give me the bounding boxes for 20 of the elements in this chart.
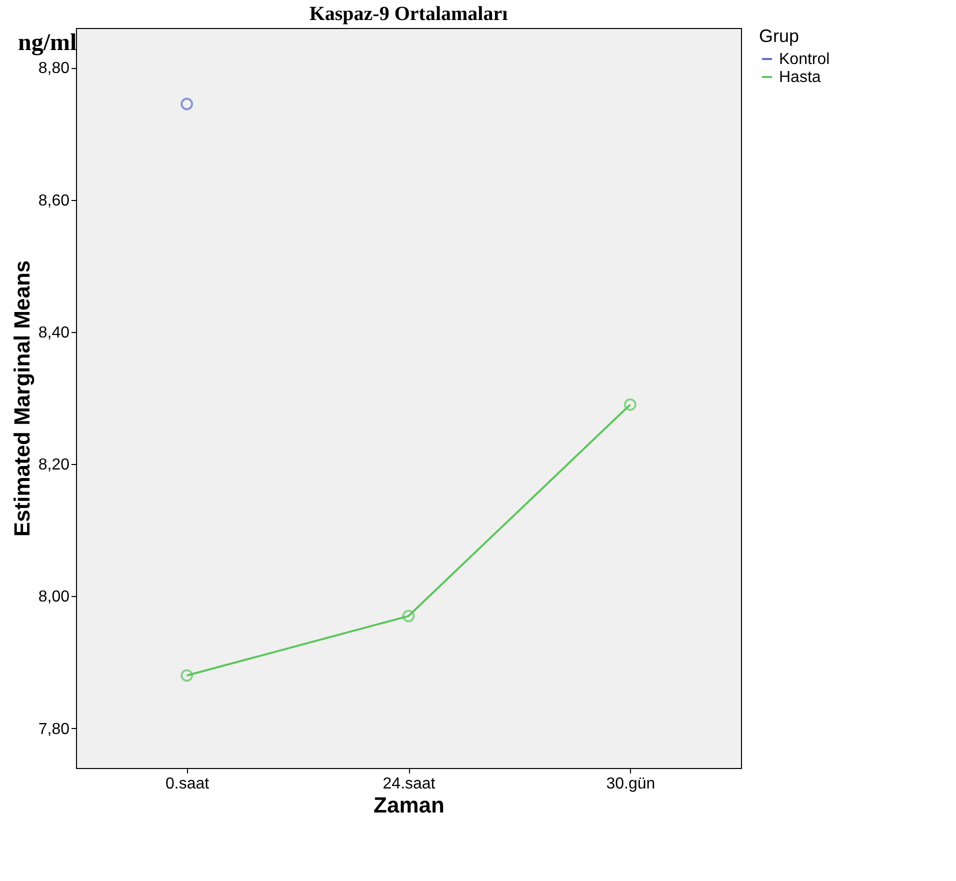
annotation: ng/ml bbox=[18, 30, 77, 57]
point bbox=[402, 610, 415, 622]
point bbox=[180, 98, 194, 110]
y-tick-label: 7,80 bbox=[38, 720, 70, 738]
y-tick-label: 8,60 bbox=[38, 192, 70, 210]
point bbox=[624, 398, 636, 411]
x-tick-label: 0.saat bbox=[166, 776, 210, 792]
y-tick-label: 8,00 bbox=[38, 588, 70, 606]
x-axis-title: Zaman bbox=[374, 792, 444, 818]
x-tick-label: 30.gün bbox=[606, 776, 656, 792]
point bbox=[180, 669, 194, 682]
y-tick-label: 8,20 bbox=[38, 456, 70, 474]
legend-label: Kontrol bbox=[779, 51, 830, 68]
legend-title: Grup bbox=[759, 26, 800, 46]
legend-label: Hasta bbox=[779, 69, 821, 86]
y-tick-label: 8,80 bbox=[38, 60, 70, 78]
y-axis-title: Estimated Marginal Means bbox=[9, 260, 34, 537]
y-tick-label: 8,40 bbox=[38, 324, 70, 342]
chart-title: Kaspaz-9 Ortalamaları bbox=[309, 3, 508, 25]
x-tick-label: 24.saat bbox=[382, 776, 436, 792]
